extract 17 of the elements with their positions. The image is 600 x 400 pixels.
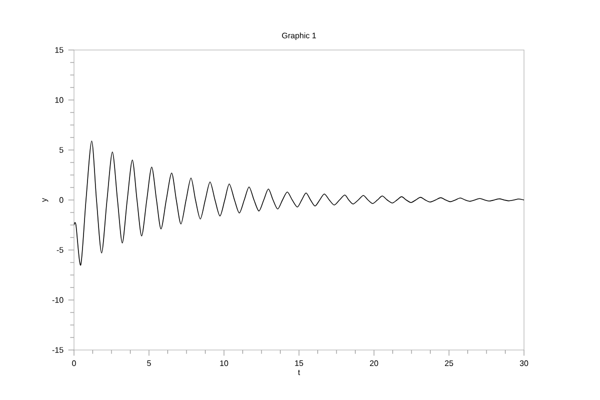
x-tick-label: 25 [444,360,454,366]
x-tick-label: 10 [220,360,228,366]
y-tick-label: -15 [52,347,64,353]
x-tick-label: 0 [72,360,76,366]
y-tick-label: 10 [55,97,64,103]
y-tick-label: -10 [52,297,64,303]
x-axis-title: t [298,370,300,376]
x-tick-label: 30 [520,360,528,366]
y-tick-label: -5 [56,247,64,253]
x-tick-label: 5 [147,360,151,366]
x-tick-label: 20 [370,360,378,366]
y-tick-label: 15 [55,47,64,53]
y-tick-label: 0 [59,197,64,203]
y-axis-title: y [42,198,48,202]
x-tick-label: 15 [295,360,304,366]
y-tick-label: 5 [59,147,64,153]
chart-title: Graphic 1 [282,32,316,40]
